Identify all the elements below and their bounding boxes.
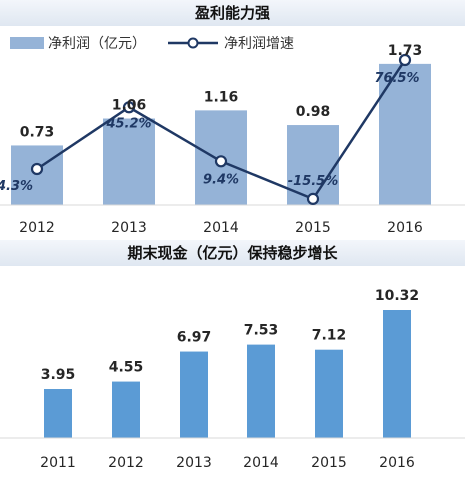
growth-point-2016 (398, 53, 412, 67)
x-tick-label: 2011 (40, 455, 76, 471)
bar-value-label: 0.98 (296, 104, 331, 120)
x-tick-labels: 2012 2013 2014 2015 2016 (19, 220, 423, 236)
bar-2012 (11, 145, 63, 205)
bar-2012 (112, 381, 140, 438)
bar-value-label: 6.97 (177, 330, 212, 346)
growth-point-2015 (306, 192, 320, 205)
bar-value-label: 3.95 (41, 367, 76, 383)
legend: 净利润（亿元） 净利润增速 (10, 36, 294, 52)
growth-point-2014 (214, 155, 228, 168)
bar-2013 (180, 351, 208, 438)
growth-label: 9.4% (203, 172, 239, 187)
bar-value-label: 4.55 (109, 360, 144, 376)
x-tick-label: 2013 (111, 220, 147, 236)
legend-line-label: 净利润增速 (224, 36, 294, 52)
x-tick-label: 2016 (387, 220, 423, 236)
bar-value-label: 1.73 (388, 43, 423, 59)
bar-value-label: 1.06 (112, 98, 147, 114)
x-tick-labels: 2011 2012 2013 2014 2015 2016 (40, 455, 415, 471)
bar-2016 (383, 310, 411, 438)
bar-value-label: 1.16 (204, 89, 239, 105)
bar-value-label: 10.32 (375, 288, 419, 304)
x-tick-label: 2014 (203, 220, 239, 236)
x-tick-label: 2015 (311, 455, 347, 471)
bar-2013 (103, 118, 155, 205)
bar-value-label: 0.73 (20, 124, 55, 140)
bar-series (11, 63, 431, 205)
line-series (30, 53, 412, 205)
profit-chart: 净利润（亿元） 净利润增速 0.73 1.06 1.16 0.98 1.73 4.3% 45… (0, 36, 465, 236)
x-tick-label: 2014 (243, 455, 279, 471)
growth-point-2013 (122, 101, 136, 114)
x-tick-label: 2013 (176, 455, 212, 471)
growth-label: -15.5% (288, 174, 339, 189)
x-tick-label: 2012 (108, 455, 144, 471)
legend-bar-swatch (10, 37, 44, 49)
data-labels: 3.95 4.55 6.97 7.53 7.12 10.32 (41, 288, 419, 383)
legend-bar-label: 净利润（亿元） (48, 36, 146, 52)
growth-point-2012 (30, 162, 44, 176)
bar-2014 (247, 344, 275, 438)
growth-label: 45.2% (105, 116, 151, 131)
chart1-title: 盈利能力强 (0, 0, 465, 26)
data-labels: 0.73 1.06 1.16 0.98 1.73 4.3% 45.2% 9.4% -15.5% 7… (0, 43, 422, 194)
x-tick-label: 2016 (379, 455, 415, 471)
growth-label: 4.3% (0, 179, 33, 194)
bar-value-label: 7.12 (312, 328, 347, 344)
x-tick-label: 2012 (19, 220, 55, 236)
bar-value-label: 7.53 (244, 323, 279, 339)
growth-label: 76.5% (374, 71, 419, 86)
chart2-title: 期末现金（亿元）保持稳步增长 (0, 240, 465, 266)
legend-line-marker (187, 37, 199, 49)
bar-2011 (44, 389, 72, 438)
x-tick-label: 2015 (295, 220, 331, 236)
bar-series (44, 310, 411, 438)
bar-2015 (315, 349, 343, 438)
